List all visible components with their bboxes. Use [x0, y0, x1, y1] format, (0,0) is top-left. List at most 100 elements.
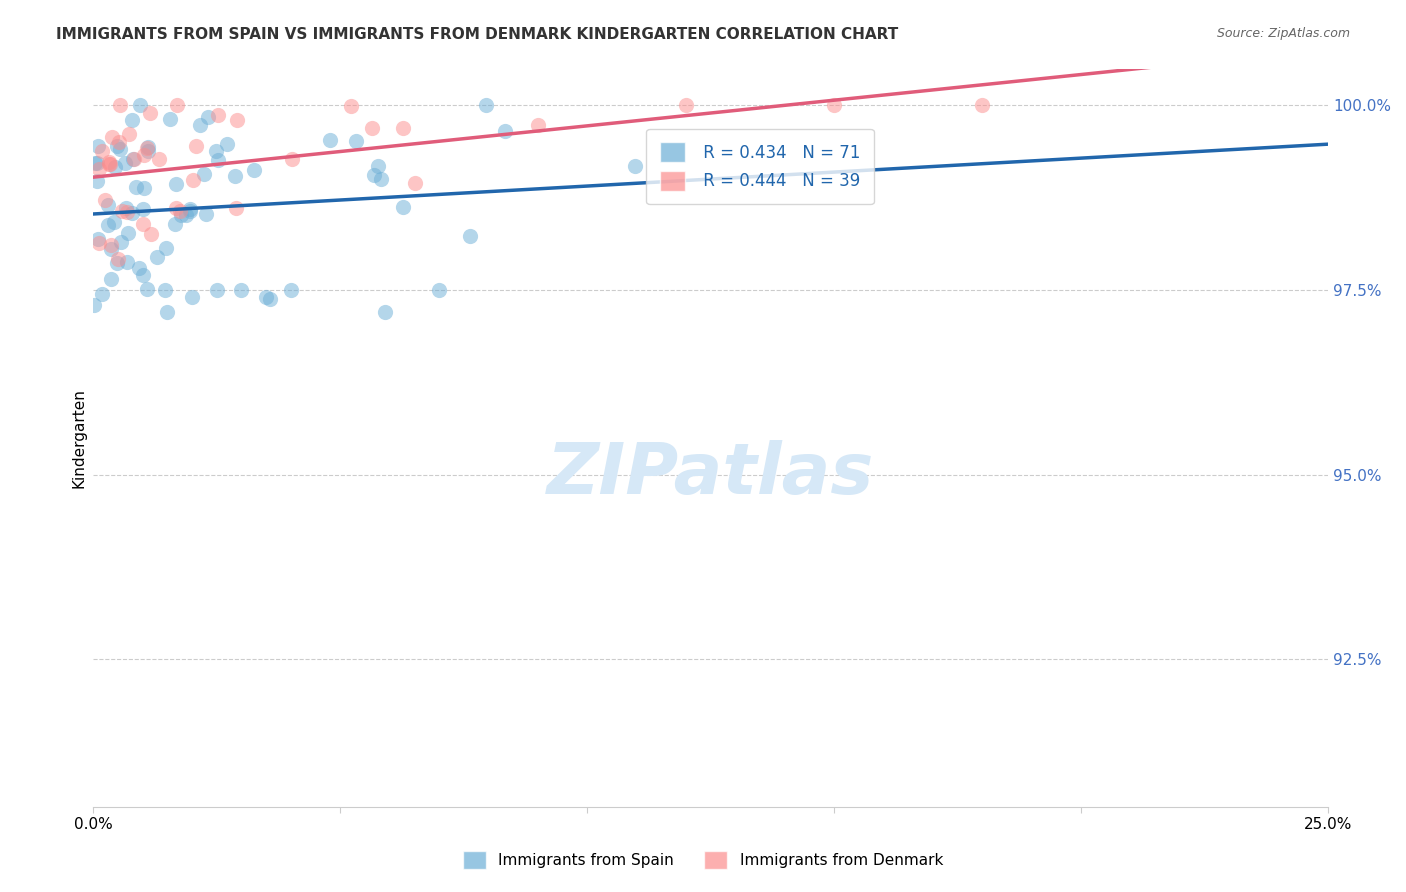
Point: [458, 229, 481, 244]
Point: [111, 203, 134, 218]
Text: ZIPatlas: ZIPatlas: [547, 440, 875, 509]
Point: [115, 201, 138, 215]
Point: [176, 208, 198, 222]
Point: [107, 252, 129, 267]
Point: [225, 112, 247, 127]
Point: [134, 148, 156, 162]
Point: [89, 161, 111, 176]
Point: [153, 283, 176, 297]
Point: [103, 215, 125, 229]
Point: [197, 110, 219, 124]
Point: [97, 157, 120, 171]
Point: [179, 204, 201, 219]
Point: [108, 142, 131, 156]
Point: [108, 98, 131, 112]
Point: [823, 98, 845, 112]
Point: [100, 238, 122, 252]
Point: [181, 173, 204, 187]
Point: [163, 218, 186, 232]
Point: [114, 155, 136, 169]
Point: [166, 98, 188, 112]
Point: [97, 219, 120, 233]
Point: [344, 134, 367, 148]
Point: [87, 232, 110, 246]
Point: [136, 282, 159, 296]
Point: [141, 227, 163, 241]
Point: [115, 205, 138, 219]
Point: [117, 226, 139, 240]
Point: [101, 129, 124, 144]
Point: [121, 205, 143, 219]
Text: IMMIGRANTS FROM SPAIN VS IMMIGRANTS FROM DENMARK KINDERGARTEN CORRELATION CHART: IMMIGRANTS FROM SPAIN VS IMMIGRANTS FROM…: [56, 27, 898, 42]
Point: [159, 112, 181, 127]
Point: [145, 250, 167, 264]
Point: [165, 177, 187, 191]
Point: [494, 124, 516, 138]
Legend: Immigrants from Spain, Immigrants from Denmark: Immigrants from Spain, Immigrants from D…: [457, 845, 949, 875]
Point: [155, 241, 177, 255]
Point: [179, 202, 201, 216]
Point: [121, 112, 143, 127]
Point: [118, 128, 141, 142]
Point: [132, 181, 155, 195]
Point: [97, 155, 120, 169]
Point: [125, 180, 148, 194]
Point: [128, 260, 150, 275]
Point: [188, 119, 211, 133]
Point: [91, 145, 114, 159]
Point: [132, 202, 155, 217]
Point: [98, 157, 121, 171]
Point: [972, 98, 994, 112]
Point: [132, 217, 155, 231]
Point: [374, 305, 396, 319]
Point: [259, 292, 281, 306]
Point: [360, 121, 382, 136]
Point: [207, 153, 229, 168]
Point: [193, 168, 215, 182]
Point: [129, 98, 152, 112]
Point: [392, 200, 415, 214]
Point: [280, 283, 302, 297]
Point: [136, 145, 159, 159]
Point: [231, 283, 253, 297]
Point: [340, 98, 363, 112]
Point: [181, 290, 204, 304]
Point: [392, 120, 415, 135]
Point: [243, 162, 266, 177]
Point: [105, 256, 128, 270]
Point: [115, 255, 138, 269]
Point: [136, 140, 159, 154]
Point: [91, 286, 114, 301]
Point: [225, 201, 247, 215]
Point: [205, 283, 228, 297]
Point: [83, 156, 105, 170]
Point: [156, 305, 179, 319]
Point: [217, 137, 239, 152]
Point: [475, 98, 498, 112]
Point: [100, 243, 122, 257]
Point: [97, 198, 120, 212]
Point: [110, 235, 132, 249]
Point: [139, 105, 162, 120]
Point: [169, 204, 191, 219]
Point: [367, 160, 389, 174]
Point: [526, 119, 548, 133]
Point: [148, 153, 170, 167]
Point: [194, 207, 217, 221]
Point: [87, 235, 110, 250]
Text: Source: ZipAtlas.com: Source: ZipAtlas.com: [1216, 27, 1350, 40]
Point: [404, 176, 426, 190]
Legend:  R = 0.434   N = 71,  R = 0.444   N = 39: R = 0.434 N = 71, R = 0.444 N = 39: [647, 128, 873, 204]
Point: [122, 153, 145, 167]
Point: [370, 172, 392, 186]
Point: [165, 202, 187, 216]
Point: [207, 107, 229, 121]
Point: [122, 152, 145, 166]
Point: [675, 98, 697, 112]
Point: [105, 139, 128, 153]
Point: [136, 141, 159, 155]
Point: [624, 159, 647, 173]
Point: [86, 174, 108, 188]
Point: [83, 298, 105, 312]
Point: [107, 136, 129, 150]
